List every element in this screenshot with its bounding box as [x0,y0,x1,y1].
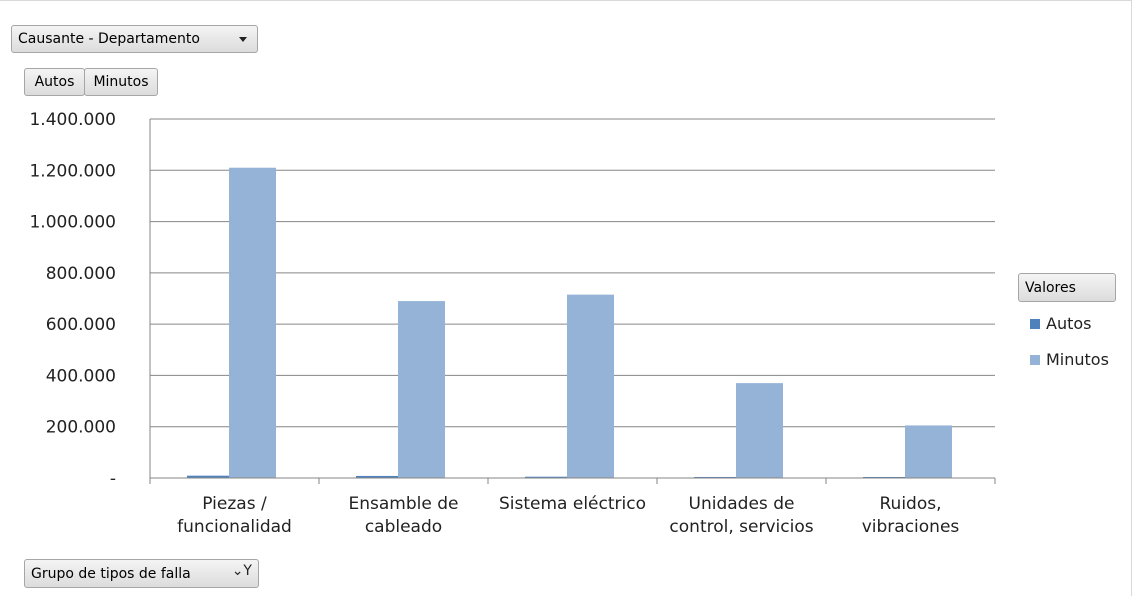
chevron-down-icon [239,37,247,42]
y-tick-label: 400.000 [46,366,116,386]
legend-swatch-minutos [1030,354,1040,365]
legend-item-minutos: Minutos [1030,350,1109,369]
bar-autos [187,475,234,478]
x-tick-label: Sistema eléctrico [499,494,646,514]
bar-minutos [905,425,952,478]
legend-title-button[interactable]: Valores [1018,273,1116,302]
y-tick-label: 1.200.000 [29,161,116,181]
bar-minutos [567,294,614,478]
x-tick-label: Unidades de [689,494,795,514]
x-tick-label: vibraciones [862,517,960,537]
axis-field-label: Causante - Departamento [18,31,200,47]
y-tick-label: - [110,469,116,489]
legend-item-autos: Autos [1030,314,1091,333]
value-field-autos-button[interactable]: Autos [24,68,85,96]
bar-autos [356,475,403,478]
bar-minutos [229,167,276,478]
x-tick-label: funcionalidad [177,517,292,537]
value-field-autos-label: Autos [34,74,75,90]
x-tick-label: Piezas / [202,494,267,514]
bar-minutos [736,383,783,478]
x-tick-label: control, servicios [669,517,813,537]
axis-field-button[interactable]: Causante - Departamento [11,25,258,53]
group-field-button[interactable]: Grupo de tipos de falla ⌄Y [24,559,259,588]
x-tick-label: Ensamble de [349,494,459,514]
y-tick-label: 200.000 [46,418,116,438]
y-tick-label: 600.000 [46,315,116,335]
value-field-minutos-button[interactable]: Minutos [84,68,158,96]
filter-dropdown-icon: ⌄Y [231,563,252,579]
bar-autos [694,476,741,478]
x-tick-label: cableado [365,517,442,537]
legend-label-autos: Autos [1046,314,1092,333]
legend-title: Valores [1025,279,1076,296]
y-tick-label: 1.400.000 [29,110,116,130]
legend-swatch-autos [1030,318,1040,329]
bar-minutos [398,301,445,478]
y-tick-label: 1.000.000 [29,213,116,233]
x-tick-label: Ruidos, [880,494,942,514]
group-field-label: Grupo de tipos de falla [31,565,191,582]
y-tick-label: 800.000 [46,264,116,284]
value-field-minutos-label: Minutos [93,74,149,90]
legend-label-minutos: Minutos [1046,350,1109,369]
bar-autos [525,476,572,478]
